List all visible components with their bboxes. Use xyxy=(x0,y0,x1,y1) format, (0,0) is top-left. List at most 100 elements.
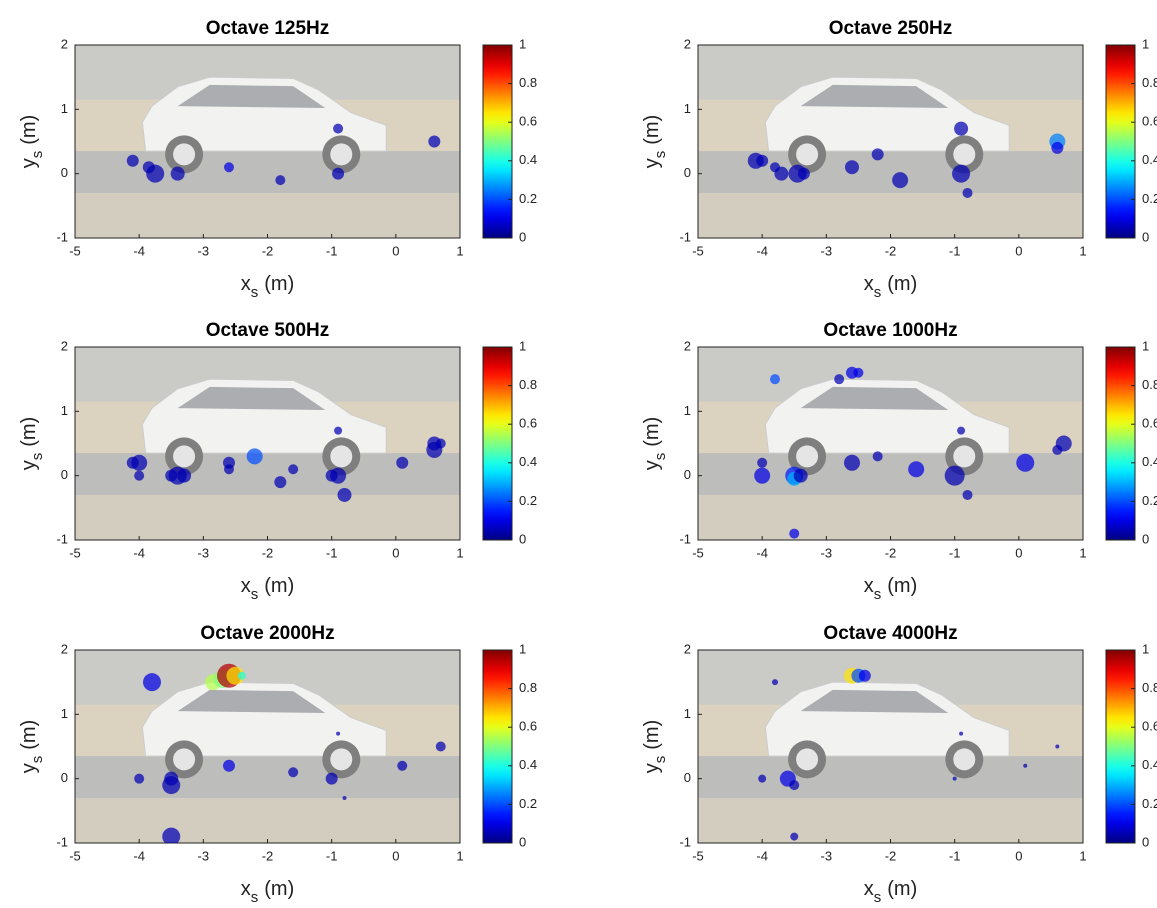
colorbar-tick-label: 0.2 xyxy=(1142,796,1157,811)
y-axis-label: ys (m) xyxy=(18,115,46,168)
y-axis-label-unit: (m) xyxy=(18,115,40,145)
bubble xyxy=(789,528,800,539)
y-tick-label: 0 xyxy=(684,165,691,180)
colorbar-tick-label: 0.2 xyxy=(519,493,537,508)
bubble xyxy=(334,426,343,435)
bubble xyxy=(237,671,246,680)
ground xyxy=(698,192,1083,238)
bubble xyxy=(134,773,145,784)
y-axis-label-sub: s xyxy=(652,151,669,159)
x-tick-label: 0 xyxy=(1015,243,1022,258)
x-tick-label: -3 xyxy=(198,545,210,560)
bubble xyxy=(224,464,234,475)
car-window xyxy=(800,84,949,109)
bubble xyxy=(1051,141,1064,154)
colorbar xyxy=(482,346,513,541)
bubble xyxy=(275,175,286,186)
axes-frame xyxy=(697,44,1084,239)
y-tick-label: -1 xyxy=(679,229,691,244)
background-photo xyxy=(698,347,1083,540)
x-tick-label: -2 xyxy=(262,545,274,560)
bubble xyxy=(146,164,165,183)
x-tick-label: -4 xyxy=(133,243,145,258)
x-tick-label: -2 xyxy=(885,243,897,258)
rim xyxy=(796,748,819,771)
y-axis-label-sub: s xyxy=(29,453,46,461)
colorbar-tick-label: 1 xyxy=(1142,338,1149,353)
bubble xyxy=(224,162,234,173)
y-axis-label-unit: (m) xyxy=(18,417,40,447)
road xyxy=(75,151,460,193)
colorbar-tick-label: 0.8 xyxy=(519,377,537,392)
rim xyxy=(953,748,976,771)
y-tick-label: -1 xyxy=(679,531,691,546)
bubble xyxy=(770,374,780,385)
car-window xyxy=(177,84,326,109)
background-photo xyxy=(75,347,460,540)
chart-title: Octave 500Hz xyxy=(206,320,330,341)
x-axis-label-sub: s xyxy=(251,586,259,603)
bubble xyxy=(834,374,845,385)
colorbar-tick-label: 0.6 xyxy=(519,416,537,431)
colorbar-tick-label: 0.8 xyxy=(519,680,537,695)
colorbar-tick-label: 0.4 xyxy=(1142,454,1157,469)
bubble xyxy=(397,760,408,771)
y-tick-label: 1 xyxy=(684,101,691,116)
y-tick-label: 2 xyxy=(61,338,68,353)
x-tick-label: -5 xyxy=(692,848,704,863)
bubble xyxy=(757,457,768,468)
x-axis-label-unit: (m) xyxy=(264,575,294,597)
rim xyxy=(173,748,196,771)
colorbar-tick-label: 0.6 xyxy=(1142,114,1157,129)
x-axis-label-unit: (m) xyxy=(887,273,917,295)
markers xyxy=(134,663,446,843)
y-tick-label: -1 xyxy=(56,229,68,244)
chart-title: Octave 250Hz xyxy=(829,18,953,39)
axes-frame xyxy=(74,44,461,239)
bubble xyxy=(872,451,883,462)
bubble xyxy=(1023,763,1028,768)
bubble xyxy=(330,467,347,484)
x-tick-label: 0 xyxy=(392,848,399,863)
rim xyxy=(173,445,196,468)
x-tick-label: -2 xyxy=(262,243,274,258)
colorbar-tick-label: 0.8 xyxy=(1142,680,1157,695)
bubble xyxy=(131,454,148,471)
x-axis-label-base: x xyxy=(241,878,251,900)
bubble xyxy=(162,827,181,843)
y-axis-label-unit: (m) xyxy=(641,417,663,447)
y-tick-label: 0 xyxy=(61,467,68,482)
x-tick-label: -4 xyxy=(133,848,145,863)
y-axis-label-base: y xyxy=(641,460,663,470)
bubble xyxy=(435,741,446,752)
bubble xyxy=(944,465,965,486)
x-axis-label: xs (m) xyxy=(864,878,917,906)
bubble xyxy=(756,154,769,167)
colorbar xyxy=(482,44,513,239)
fade xyxy=(75,347,460,540)
colorbar xyxy=(482,649,513,844)
x-tick-label: -3 xyxy=(821,545,833,560)
x-tick-label: -4 xyxy=(133,545,145,560)
x-tick-label: -2 xyxy=(885,545,897,560)
colorbar xyxy=(1105,44,1136,239)
x-axis-label-sub: s xyxy=(251,284,259,301)
bubble xyxy=(336,731,341,736)
bubble xyxy=(754,467,771,484)
fade xyxy=(75,650,460,843)
y-tick-label: 2 xyxy=(684,338,691,353)
chart-title: Octave 125Hz xyxy=(206,18,330,39)
x-tick-label: 0 xyxy=(1015,545,1022,560)
colorbar-tick-label: 0.6 xyxy=(519,114,537,129)
bubble xyxy=(162,776,181,795)
rim xyxy=(330,445,353,468)
colorbar-tick-label: 0.8 xyxy=(1142,75,1157,90)
x-tick-label: -2 xyxy=(262,848,274,863)
y-axis-label-sub: s xyxy=(29,151,46,159)
colorbar-tick-label: 0 xyxy=(519,834,526,849)
colorbar-tick-label: 0.8 xyxy=(1142,377,1157,392)
y-axis-label-base: y xyxy=(641,158,663,168)
y-axis-label: ys (m) xyxy=(18,720,46,773)
